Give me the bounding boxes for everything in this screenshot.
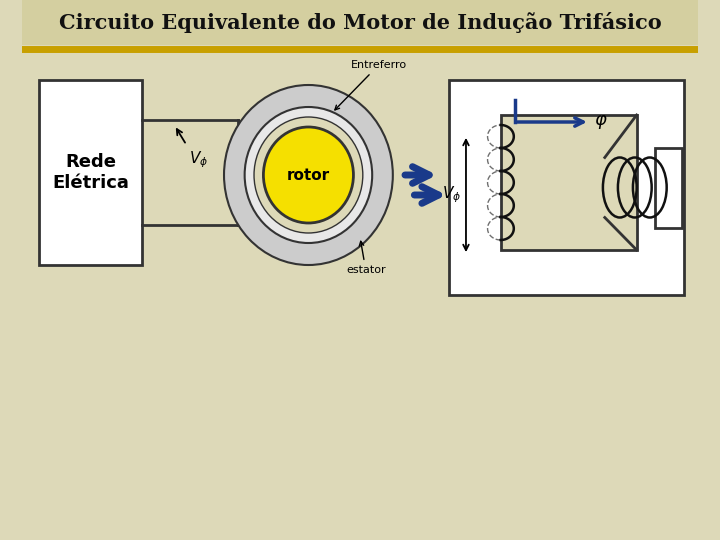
Circle shape <box>224 85 393 265</box>
FancyBboxPatch shape <box>449 80 683 295</box>
Text: $V_\phi$: $V_\phi$ <box>189 150 208 170</box>
Text: Rede
Elétrica: Rede Elétrica <box>53 153 130 192</box>
FancyBboxPatch shape <box>500 115 636 250</box>
Text: Circuito Equivalente do Motor de Indução Trifásico: Circuito Equivalente do Motor de Indução… <box>58 12 662 33</box>
Circle shape <box>264 127 354 223</box>
Text: rotor: rotor <box>287 167 330 183</box>
Text: $V_\phi$: $V_\phi$ <box>442 185 462 205</box>
Text: $\varphi$: $\varphi$ <box>595 113 608 131</box>
Circle shape <box>254 117 363 233</box>
Circle shape <box>245 107 372 243</box>
FancyBboxPatch shape <box>655 147 682 227</box>
Text: estator: estator <box>346 241 385 275</box>
FancyBboxPatch shape <box>22 0 698 45</box>
FancyBboxPatch shape <box>40 80 143 265</box>
Text: Entreferro: Entreferro <box>335 60 407 110</box>
